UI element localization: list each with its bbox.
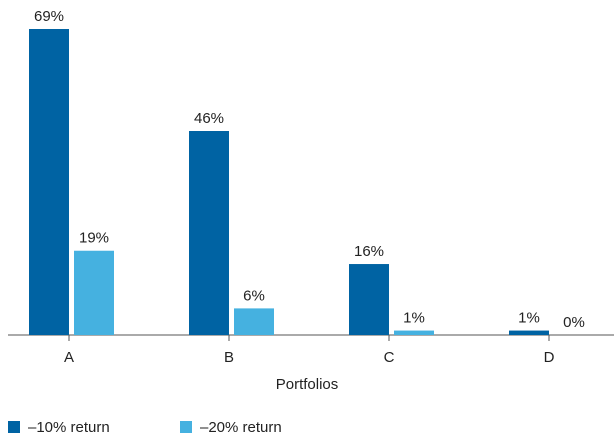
legend-label: –20% return [200, 419, 282, 436]
bar [509, 330, 549, 335]
data-label: 1% [518, 310, 540, 327]
bar [189, 131, 229, 335]
legend-swatch [8, 421, 20, 433]
data-label: 1% [403, 310, 425, 327]
legend-swatch [180, 421, 192, 433]
x-tick-label: A [64, 349, 74, 366]
x-tick-label: D [544, 349, 555, 366]
x-tick-label: B [224, 349, 234, 366]
bar [29, 29, 69, 335]
legend-label: –10% return [28, 419, 110, 436]
data-label: 0% [563, 314, 585, 331]
data-label: 69% [34, 8, 64, 25]
x-tick-label: C [384, 349, 395, 366]
bar [349, 264, 389, 335]
data-label: 6% [243, 287, 265, 304]
x-axis-label: Portfolios [276, 376, 339, 393]
data-label: 16% [354, 243, 384, 260]
data-label: 19% [79, 230, 109, 247]
bar [234, 308, 274, 335]
bar [74, 250, 114, 335]
bar [394, 330, 434, 335]
data-label: 46% [194, 110, 224, 127]
